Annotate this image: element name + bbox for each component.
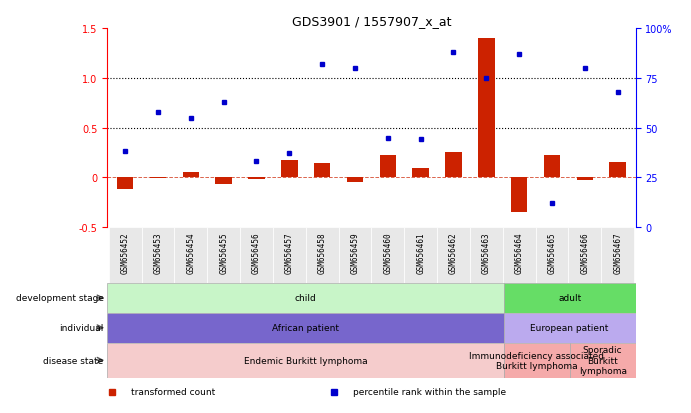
Text: GSM656453: GSM656453	[153, 232, 162, 273]
Bar	[536, 228, 569, 283]
Bar	[371, 228, 404, 283]
Bar	[379, 156, 396, 178]
Bar	[404, 228, 437, 283]
Text: GSM656452: GSM656452	[121, 232, 130, 273]
Bar	[470, 228, 503, 283]
Bar	[511, 178, 527, 213]
Bar	[107, 313, 504, 343]
Text: Sporadic
Burkitt
lymphoma: Sporadic Burkitt lymphoma	[578, 346, 627, 375]
Text: GSM656457: GSM656457	[285, 232, 294, 273]
Text: GSM656454: GSM656454	[187, 232, 196, 273]
Bar	[182, 173, 199, 178]
Bar	[108, 228, 142, 283]
Text: GSM656466: GSM656466	[580, 232, 589, 273]
Text: GSM656462: GSM656462	[449, 232, 458, 273]
Text: GSM656456: GSM656456	[252, 232, 261, 273]
Bar	[273, 228, 305, 283]
Bar	[240, 228, 273, 283]
Text: GSM656463: GSM656463	[482, 232, 491, 273]
Bar	[504, 343, 569, 378]
Bar	[437, 228, 470, 283]
Text: Immunodeficiency associated
Burkitt lymphoma: Immunodeficiency associated Burkitt lymp…	[469, 351, 604, 370]
Bar	[216, 178, 232, 185]
Text: African patient: African patient	[272, 323, 339, 332]
Text: GSM656460: GSM656460	[384, 232, 392, 273]
Text: GSM656458: GSM656458	[318, 232, 327, 273]
Text: disease state: disease state	[44, 356, 104, 365]
Bar	[504, 283, 636, 313]
Bar	[503, 228, 536, 283]
Bar	[174, 228, 207, 283]
Bar	[117, 178, 133, 190]
Bar	[609, 163, 626, 178]
Bar	[248, 178, 265, 180]
Bar	[207, 228, 240, 283]
Text: transformed count: transformed count	[131, 387, 215, 396]
Text: percentile rank within the sample: percentile rank within the sample	[353, 387, 506, 396]
Text: GSM656467: GSM656467	[613, 232, 622, 273]
Text: individual: individual	[59, 323, 104, 332]
Text: European patient: European patient	[531, 323, 609, 332]
Bar	[347, 178, 363, 183]
Bar	[305, 228, 339, 283]
Bar	[339, 228, 372, 283]
Bar	[544, 156, 560, 178]
Bar	[314, 164, 330, 178]
Text: GSM656459: GSM656459	[350, 232, 359, 273]
Bar	[281, 161, 298, 178]
Bar	[504, 313, 636, 343]
Text: GSM656465: GSM656465	[547, 232, 556, 273]
Text: Endemic Burkitt lymphoma: Endemic Burkitt lymphoma	[243, 356, 367, 365]
Text: GSM656464: GSM656464	[515, 232, 524, 273]
Text: GSM656461: GSM656461	[416, 232, 425, 273]
Title: GDS3901 / 1557907_x_at: GDS3901 / 1557907_x_at	[292, 15, 451, 28]
Bar	[601, 228, 634, 283]
Bar	[413, 169, 429, 178]
Text: adult: adult	[558, 294, 581, 303]
Text: child: child	[294, 294, 316, 303]
Text: GSM656455: GSM656455	[219, 232, 228, 273]
Bar	[107, 283, 504, 313]
Bar	[150, 178, 167, 179]
Text: development stage: development stage	[16, 294, 104, 303]
Bar	[445, 153, 462, 178]
Bar	[478, 39, 495, 178]
Bar	[569, 343, 636, 378]
Bar	[576, 178, 593, 181]
Bar	[569, 228, 601, 283]
Bar	[142, 228, 174, 283]
Bar	[107, 343, 504, 378]
